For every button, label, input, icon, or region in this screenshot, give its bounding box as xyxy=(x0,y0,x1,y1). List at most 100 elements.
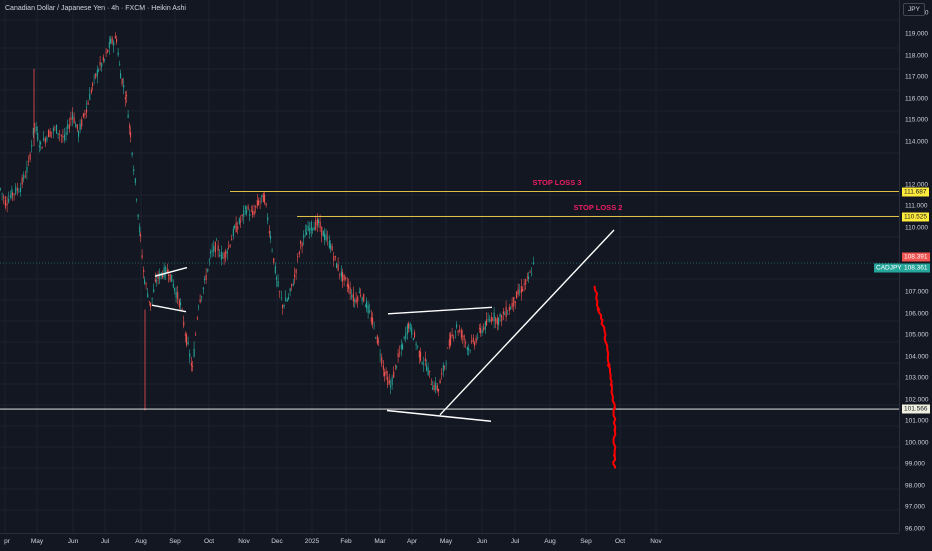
candle-body xyxy=(119,64,121,66)
candle-body xyxy=(499,313,501,318)
candle-body xyxy=(531,273,533,275)
candle-body xyxy=(166,269,168,273)
candle-body xyxy=(358,291,360,293)
candle-body xyxy=(92,83,94,87)
candle-body xyxy=(510,307,512,310)
candle-body xyxy=(46,137,48,141)
candle-body xyxy=(532,262,534,264)
candle-body xyxy=(246,210,248,214)
candle-body xyxy=(460,330,462,338)
candle-body xyxy=(490,317,492,323)
candle-body xyxy=(481,329,483,334)
candle-body xyxy=(231,239,233,241)
candle-body xyxy=(214,242,216,253)
candle-body xyxy=(376,335,378,344)
time-tick-label: Nov xyxy=(650,538,662,545)
stop-loss-3-price-label: 111.687 xyxy=(902,187,929,197)
stop-loss-3-label: STOP LOSS 3 xyxy=(532,177,582,187)
candle-body xyxy=(57,133,59,135)
candle-body xyxy=(213,245,215,252)
price-tick-label: 103.000 xyxy=(905,374,929,382)
candle-body xyxy=(429,370,431,372)
candle-body xyxy=(127,114,129,118)
candle-body xyxy=(205,274,207,281)
candle-body xyxy=(131,152,133,156)
candle-body xyxy=(265,203,267,206)
candle-body xyxy=(310,221,312,231)
candle-body xyxy=(43,137,45,141)
candle-body xyxy=(373,325,375,327)
candle-body xyxy=(172,283,174,288)
candle-body xyxy=(357,296,359,302)
candle-body xyxy=(216,239,218,241)
candle-body xyxy=(264,194,266,203)
candle-body xyxy=(202,287,204,290)
candle-body xyxy=(49,131,51,137)
candle-body xyxy=(484,321,486,330)
candle-body xyxy=(420,351,422,361)
support-price-label: 101.566 xyxy=(902,404,930,414)
candle-body xyxy=(117,52,119,56)
candle-body xyxy=(307,225,309,231)
candle-body xyxy=(243,209,245,217)
candle-body xyxy=(462,335,464,337)
candle-body xyxy=(154,279,156,282)
candle-body xyxy=(225,250,227,258)
candle-body xyxy=(270,235,272,240)
candle-body xyxy=(514,301,516,304)
candle-body xyxy=(134,178,136,183)
candle-body xyxy=(159,272,161,280)
candle-body xyxy=(276,276,278,280)
chart-area[interactable]: Canadian Dollar / Japanese Yen · 4h · FX… xyxy=(0,0,899,533)
candle-body xyxy=(181,309,183,311)
price-chart[interactable] xyxy=(0,0,899,533)
candle-body xyxy=(102,56,104,61)
candle-body xyxy=(76,124,78,130)
candle-body xyxy=(408,323,410,329)
candle-body xyxy=(210,251,212,254)
candle-body xyxy=(229,244,231,247)
candle-body xyxy=(226,251,228,254)
currency-button[interactable]: JPY xyxy=(903,3,925,16)
candle-body xyxy=(367,305,369,313)
candle-body xyxy=(522,289,524,292)
candle-body xyxy=(427,367,429,376)
candle-body xyxy=(51,131,53,133)
time-tick-label: Nov xyxy=(238,538,250,545)
price-tick-label: 106.000 xyxy=(905,310,929,318)
candle-body xyxy=(519,291,521,293)
price-tick-label: 118.000 xyxy=(905,52,929,60)
candle-body xyxy=(316,218,318,226)
candle-body xyxy=(469,350,471,351)
candle-body xyxy=(133,169,135,172)
candle-body xyxy=(171,274,173,283)
candle-body xyxy=(184,333,186,336)
candle-body xyxy=(505,306,507,318)
candle-body xyxy=(403,336,405,339)
candle-body xyxy=(516,291,518,299)
candle-body xyxy=(328,240,330,248)
candle-body xyxy=(369,310,371,313)
candle-body xyxy=(195,334,197,336)
candle-body xyxy=(321,226,323,236)
candle-body xyxy=(31,144,33,147)
candle-body xyxy=(300,240,302,244)
candle-body xyxy=(430,384,432,386)
candle-body xyxy=(79,123,81,131)
candle-body xyxy=(62,135,64,138)
candle-body xyxy=(496,318,498,325)
candle-body xyxy=(354,300,356,302)
candle-body xyxy=(445,363,447,365)
candle-body xyxy=(130,132,132,138)
trend-line xyxy=(387,306,493,315)
candle-body xyxy=(421,362,423,364)
candle-body xyxy=(23,174,25,180)
candle-body xyxy=(96,69,98,77)
time-axis[interactable]: pr May Jun Jul Aug Sep Oct Nov Dec 2025 Feb Mar Apr M… xyxy=(0,533,899,551)
candle-body xyxy=(104,59,106,61)
candle-body xyxy=(20,187,22,192)
candle-body xyxy=(0,188,2,190)
candle-body xyxy=(438,389,440,392)
candle-body xyxy=(21,177,23,185)
candle-body xyxy=(89,93,91,101)
